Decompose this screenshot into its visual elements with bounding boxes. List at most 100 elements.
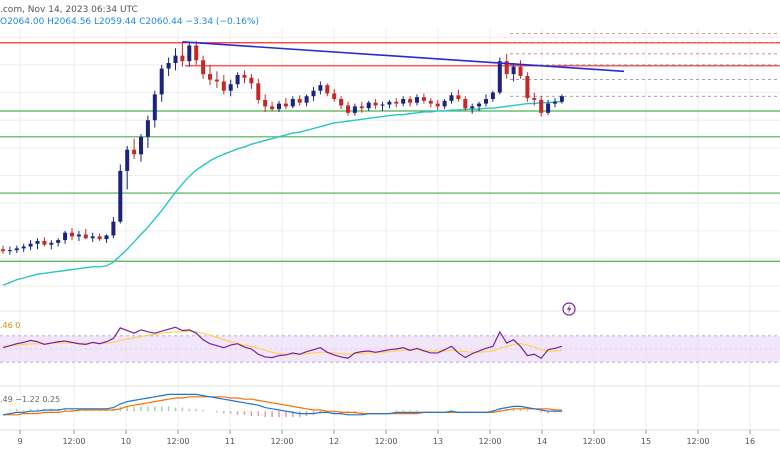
candle-body xyxy=(28,243,33,247)
candle-body xyxy=(415,97,419,103)
candle-body xyxy=(352,106,357,113)
candle-body xyxy=(242,75,247,78)
candle-body xyxy=(14,248,19,251)
candle-body xyxy=(484,98,488,104)
candle-body xyxy=(546,103,551,113)
macd-panel[interactable] xyxy=(2,393,563,418)
x-tick-label: 12:00 xyxy=(686,437,709,446)
macd-line xyxy=(2,393,562,416)
candle-body xyxy=(235,75,240,85)
candle-body xyxy=(435,103,440,107)
candle-body xyxy=(442,100,447,107)
candle-body xyxy=(139,136,143,155)
candle-body xyxy=(132,149,137,155)
candle-body xyxy=(318,85,323,91)
candle-body xyxy=(332,93,337,99)
candle-body xyxy=(408,98,413,103)
candle-body xyxy=(270,106,275,110)
rsi-line xyxy=(2,326,563,360)
candle-body xyxy=(428,100,433,104)
candle-body xyxy=(49,242,54,245)
candle-body xyxy=(166,63,171,69)
candle-body xyxy=(387,101,392,105)
lightning-bolt-icon[interactable] xyxy=(562,302,576,316)
x-tick-label: 12:00 xyxy=(62,437,85,446)
candle-body xyxy=(56,240,61,243)
x-tick-label: 12 xyxy=(329,437,339,446)
candle-body xyxy=(470,106,475,109)
candle-body xyxy=(263,99,268,107)
candle-body xyxy=(173,55,178,64)
candle-body xyxy=(532,98,537,100)
candle-body xyxy=(111,221,116,236)
candle-body xyxy=(373,102,378,106)
candle-body xyxy=(201,60,206,75)
candle-body xyxy=(539,99,544,113)
candle-body xyxy=(63,232,68,241)
x-tick-label: 12:00 xyxy=(270,437,293,446)
candle-body xyxy=(7,250,12,252)
candle-body xyxy=(553,101,557,104)
x-tick-label: 12:00 xyxy=(166,437,189,446)
candle-body xyxy=(339,98,344,106)
candle-body xyxy=(187,45,192,62)
x-tick-label: 9 xyxy=(17,437,22,446)
x-tick-label: 12:00 xyxy=(374,437,397,446)
candle-body xyxy=(463,98,468,109)
candle-body xyxy=(125,149,130,171)
candle-body xyxy=(21,246,26,249)
candle-body xyxy=(456,95,461,99)
price-levels xyxy=(0,33,780,262)
candle-body xyxy=(325,85,330,94)
header-ohlc: O2064.00 H2064.56 L2059.44 C2060.44 −3.3… xyxy=(0,17,259,27)
candle-body xyxy=(70,232,74,237)
candle-body xyxy=(208,74,212,80)
candle-body xyxy=(477,103,482,107)
candle-body xyxy=(394,101,399,104)
candle-body xyxy=(366,102,371,109)
candle-body xyxy=(256,83,261,100)
rsi-panel[interactable] xyxy=(0,326,780,363)
x-tick-label: 14 xyxy=(537,437,547,446)
candle-body xyxy=(504,61,509,75)
candle-body xyxy=(380,104,385,106)
candle-body xyxy=(346,105,350,113)
trendline xyxy=(182,41,625,73)
candle-body xyxy=(35,240,40,244)
candle-body xyxy=(152,94,157,121)
candle-body xyxy=(277,103,281,110)
candle-body xyxy=(359,106,364,109)
candle-body xyxy=(304,96,309,103)
x-tick-label: 15 xyxy=(641,437,651,446)
candle-body xyxy=(76,234,81,237)
candle-body xyxy=(42,240,47,245)
candle-body xyxy=(497,61,502,93)
candle-body xyxy=(559,96,564,102)
x-axis: 9 12:00 10 12:00 11 12:00 12 12:00 13 12:00 14 12:0… xyxy=(17,430,755,446)
x-tick-label: 12:00 xyxy=(582,437,605,446)
moving-average-layer xyxy=(2,101,562,286)
candle-body xyxy=(449,95,454,101)
candle-body xyxy=(518,66,523,76)
candle-body xyxy=(311,90,316,97)
candle-body xyxy=(283,103,288,107)
x-tick-label: 11 xyxy=(225,437,235,446)
candles-layer xyxy=(1,40,564,255)
candle-body xyxy=(1,249,5,252)
x-tick-label: 13 xyxy=(433,437,443,446)
grid-layer xyxy=(0,28,780,430)
candle-body xyxy=(194,45,199,61)
candle-body xyxy=(104,235,109,240)
candle-body xyxy=(214,79,219,82)
candle-body xyxy=(511,66,516,75)
candle-body xyxy=(90,236,95,239)
candle-body xyxy=(421,97,426,101)
candle-body xyxy=(490,92,495,99)
candle-body xyxy=(118,170,123,222)
candle-body xyxy=(228,84,233,91)
x-tick-label: 10 xyxy=(121,437,131,446)
moving-average-line xyxy=(2,101,562,286)
candle-body xyxy=(221,81,226,91)
